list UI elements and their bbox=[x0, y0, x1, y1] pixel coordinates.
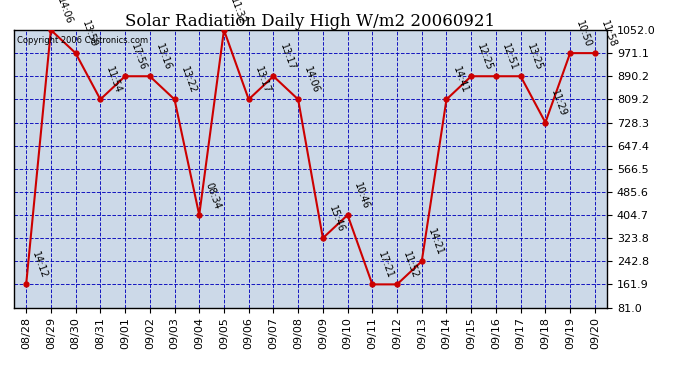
Text: 11:54: 11:54 bbox=[104, 66, 124, 95]
Text: 13:16: 13:16 bbox=[154, 43, 172, 72]
Text: 13:17: 13:17 bbox=[277, 42, 297, 72]
Text: 11:29: 11:29 bbox=[549, 89, 569, 118]
Text: 14:06: 14:06 bbox=[302, 66, 321, 95]
Text: 14:41: 14:41 bbox=[451, 66, 469, 95]
Text: 11:32: 11:32 bbox=[228, 0, 247, 26]
Text: 17:21: 17:21 bbox=[377, 251, 395, 280]
Text: 14:12: 14:12 bbox=[30, 251, 49, 280]
Text: 10:50: 10:50 bbox=[574, 20, 593, 49]
Text: 13:17: 13:17 bbox=[253, 66, 272, 95]
Text: 10:46: 10:46 bbox=[352, 182, 371, 211]
Text: 11:58: 11:58 bbox=[599, 20, 618, 49]
Text: 14:21: 14:21 bbox=[426, 228, 445, 257]
Text: 13:59: 13:59 bbox=[80, 20, 99, 49]
Text: 12:25: 12:25 bbox=[475, 42, 495, 72]
Text: Copyright 2006 Cartronics.com: Copyright 2006 Cartronics.com bbox=[17, 36, 148, 45]
Text: 08:34: 08:34 bbox=[204, 182, 222, 211]
Text: 13:22: 13:22 bbox=[179, 66, 197, 95]
Text: 11:52: 11:52 bbox=[401, 251, 420, 280]
Text: 14:06: 14:06 bbox=[55, 0, 74, 26]
Text: 12:51: 12:51 bbox=[500, 42, 519, 72]
Text: 15:46: 15:46 bbox=[327, 204, 346, 234]
Text: 17:56: 17:56 bbox=[129, 42, 148, 72]
Text: 13:25: 13:25 bbox=[525, 42, 544, 72]
Title: Solar Radiation Daily High W/m2 20060921: Solar Radiation Daily High W/m2 20060921 bbox=[126, 13, 495, 30]
